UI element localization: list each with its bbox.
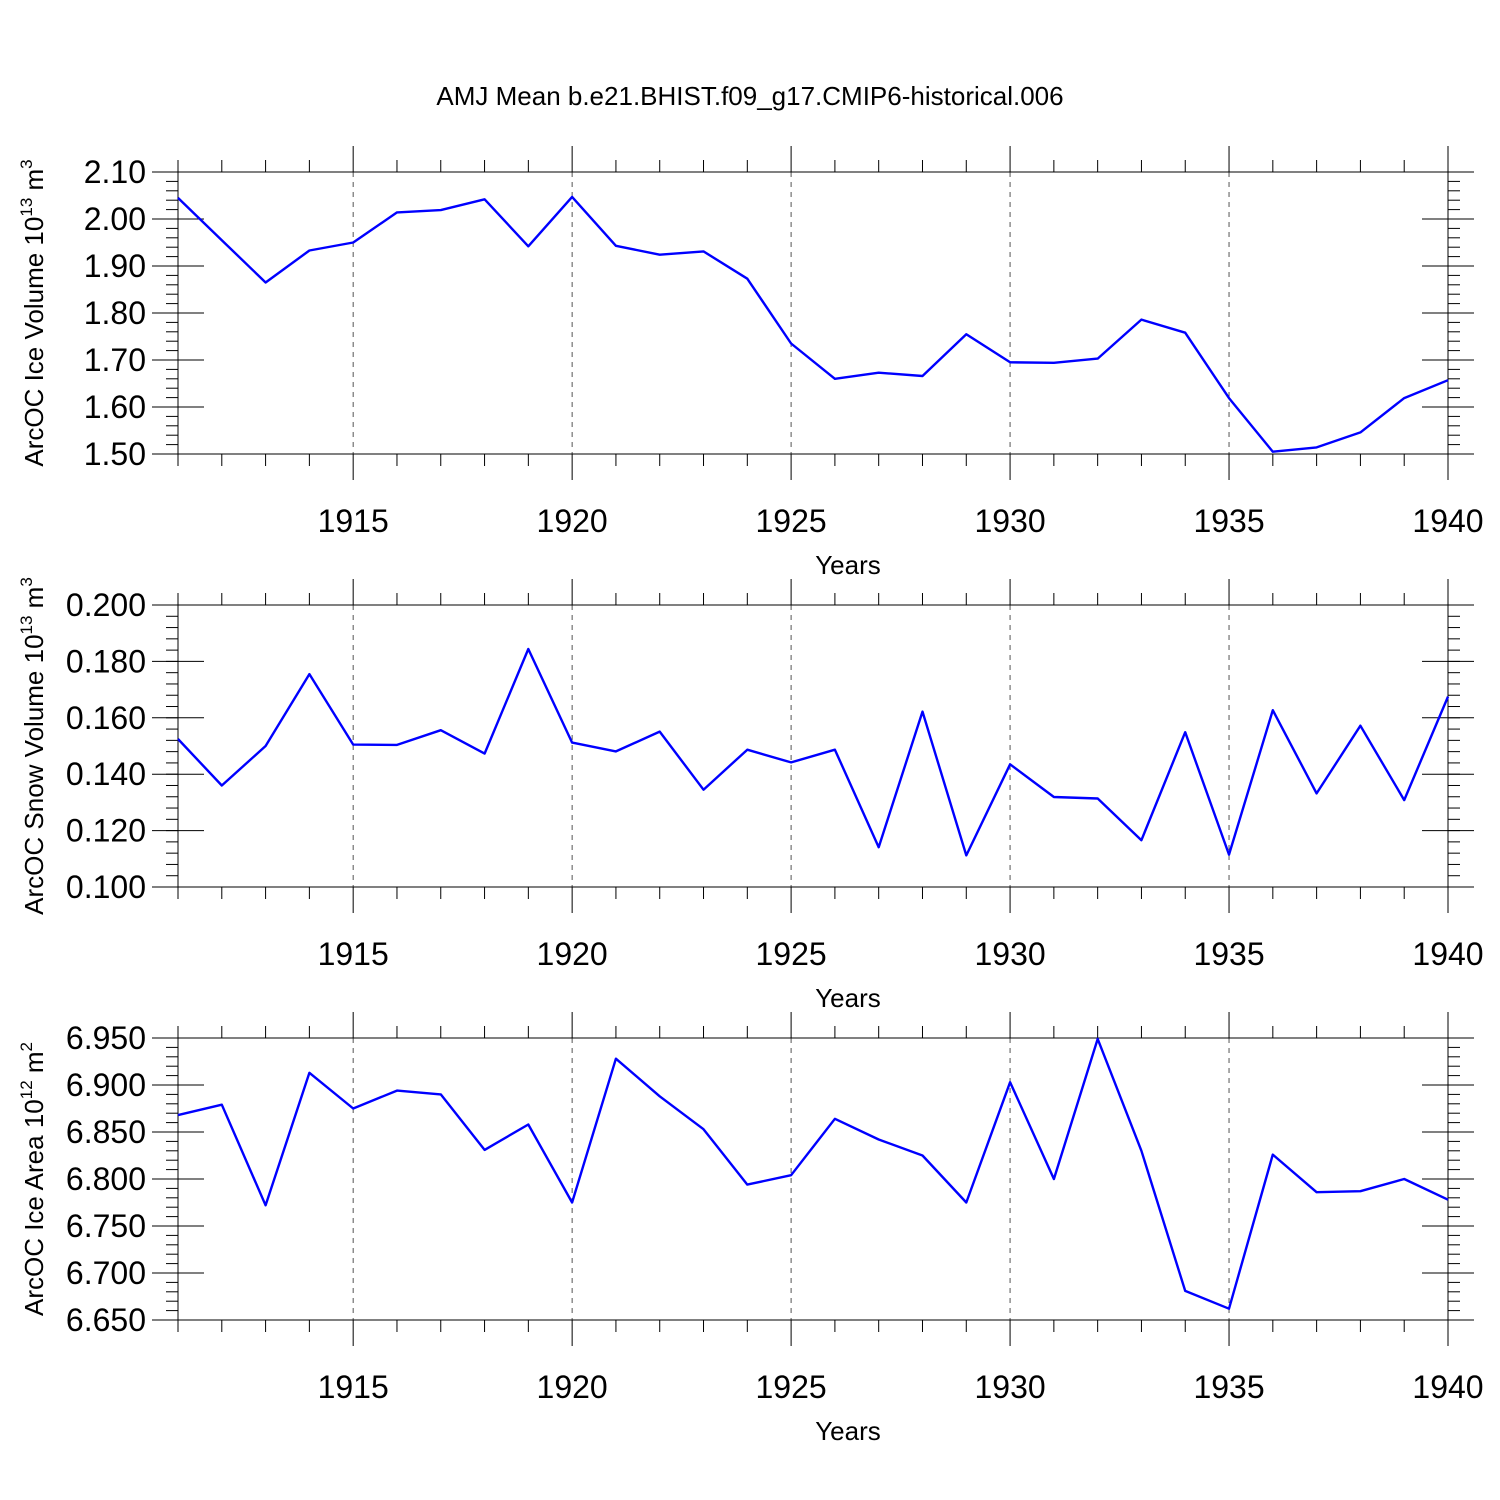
- x-tick-label: 1915: [318, 936, 389, 972]
- y-axis-label: ArcOC Ice Volume 1013 m3: [17, 159, 49, 466]
- series-line: [177, 647, 1450, 857]
- y-axis-label-part: m: [19, 169, 49, 198]
- y-tick-label: 6.850: [66, 1114, 146, 1150]
- x-tick-label: 1940: [1412, 1369, 1483, 1405]
- x-tick-label: 1915: [318, 503, 389, 539]
- panels: 1.50 1.60 1.70 1.80 1.90 2.00 2.10 1915 1920 1925…: [17, 146, 1484, 1446]
- y-axis-label-exponent: 2: [17, 1042, 36, 1051]
- y-tick-label: 6.900: [66, 1067, 146, 1103]
- y-tick-label: 0.100: [66, 869, 146, 905]
- panel-3: 6.650 6.700 6.750 6.800 6.850 6.900 6.950 1915 1…: [17, 1012, 1484, 1446]
- y-tick-label: 1.90: [84, 248, 146, 284]
- x-tick-label: 1930: [974, 1369, 1045, 1405]
- y-tick-label: 6.700: [66, 1255, 146, 1291]
- y-tick-label: 6.950: [66, 1020, 146, 1056]
- x-tick-label: 1935: [1193, 503, 1264, 539]
- x-tick-label: 1920: [537, 936, 608, 972]
- y-axis-label: ArcOC Snow Volume 1013 m3: [17, 577, 49, 915]
- x-tick-label: 1935: [1193, 936, 1264, 972]
- panel-2: 0.100 0.120 0.140 0.160 0.180 0.200 1915 1920 19…: [17, 577, 1484, 1013]
- y-axis-label-exponent: 13: [17, 616, 36, 635]
- series-line: [177, 195, 1449, 453]
- y-tick-label: 6.800: [66, 1161, 146, 1197]
- y-axis-label-part: ArcOC Snow Volume 10: [19, 634, 49, 914]
- y-tick-label: 1.70: [84, 342, 146, 378]
- x-tick-label: 1935: [1193, 1369, 1264, 1405]
- y-tick-label: 0.160: [66, 700, 146, 736]
- y-axis-label-part: ArcOC Ice Volume 10: [19, 217, 49, 467]
- y-axis-label-part: m: [19, 1051, 49, 1080]
- plot-frame: [177, 171, 1449, 455]
- y-tick-label: 0.180: [66, 643, 146, 679]
- x-axis-label: Years: [815, 983, 881, 1013]
- y-axis-label-exponent: 3: [17, 577, 36, 586]
- y-tick-label: 0.120: [66, 813, 146, 849]
- y-axis-label-part: m: [19, 587, 49, 616]
- y-tick-label: 0.200: [66, 587, 146, 623]
- plot-frame: [177, 604, 1449, 888]
- panel-1: 1.50 1.60 1.70 1.80 1.90 2.00 2.10 1915 1920 1925…: [17, 146, 1484, 580]
- x-tick-label: 1940: [1412, 936, 1483, 972]
- plot-frame: [177, 1037, 1449, 1321]
- series-line: [177, 1037, 1449, 1310]
- x-axis-label: Years: [815, 550, 881, 580]
- y-tick-label: 6.650: [66, 1302, 146, 1338]
- x-tick-label: 1920: [537, 503, 608, 539]
- x-tick-label: 1915: [318, 1369, 389, 1405]
- figure-title: AMJ Mean b.e21.BHIST.f09_g17.CMIP6-histo…: [436, 81, 1063, 111]
- y-tick-label: 1.50: [84, 436, 146, 472]
- y-tick-label: 0.140: [66, 756, 146, 792]
- y-tick-label: 1.80: [84, 295, 146, 331]
- y-axis-label-exponent: 13: [17, 198, 36, 217]
- y-axis-label-exponent: 12: [17, 1080, 36, 1099]
- y-axis-label: ArcOC Ice Area 1012 m2: [17, 1042, 49, 1316]
- x-axis-label: Years: [815, 1416, 881, 1446]
- x-tick-label: 1925: [756, 1369, 827, 1405]
- x-tick-label: 1925: [756, 936, 827, 972]
- x-tick-label: 1925: [756, 503, 827, 539]
- x-tick-label: 1920: [537, 1369, 608, 1405]
- y-axis-label-exponent: 3: [17, 159, 36, 168]
- x-tick-label: 1940: [1412, 503, 1483, 539]
- x-tick-label: 1930: [974, 503, 1045, 539]
- y-axis-label-part: ArcOC Ice Area 10: [19, 1099, 49, 1316]
- y-tick-label: 6.750: [66, 1208, 146, 1244]
- y-tick-label: 1.60: [84, 389, 146, 425]
- y-tick-label: 2.10: [84, 154, 146, 190]
- y-tick-label: 2.00: [84, 201, 146, 237]
- x-tick-label: 1930: [974, 936, 1045, 972]
